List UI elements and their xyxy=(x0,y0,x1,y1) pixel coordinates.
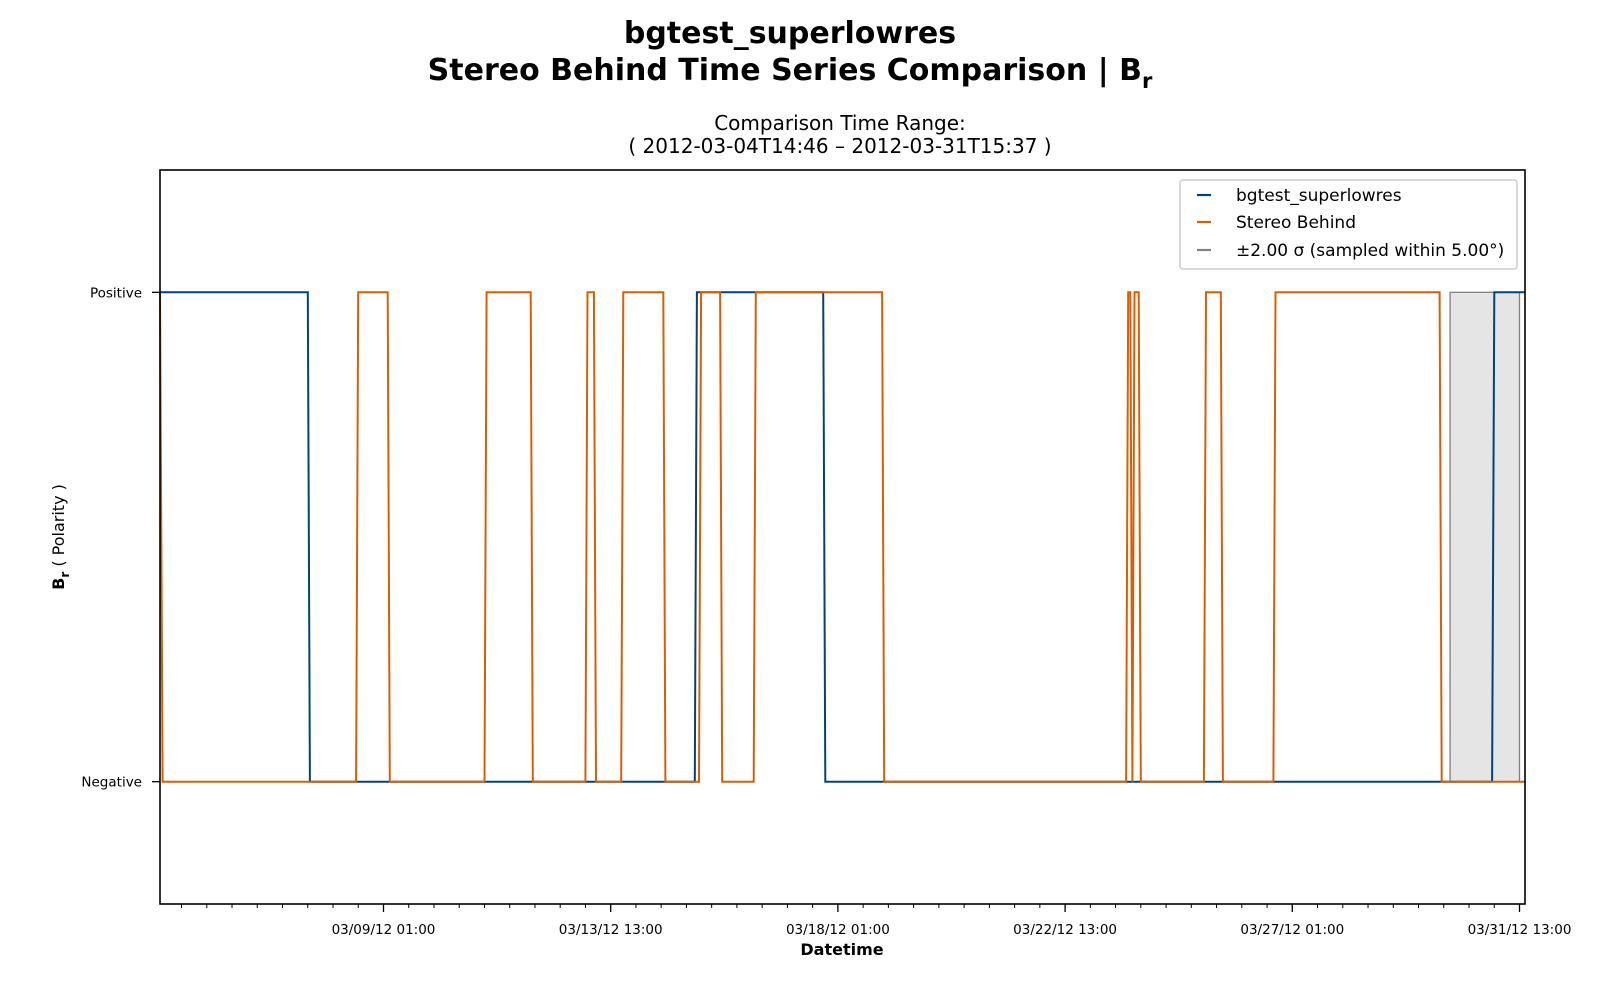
legend-label-sigma: ±2.00 σ (sampled within 5.00°) xyxy=(1236,241,1504,261)
series-line-bgtest-superlowres xyxy=(160,291,1525,783)
y-tick-label: Positive xyxy=(90,285,142,301)
chart-title-line2: Stereo Behind Time Series Comparison | B… xyxy=(428,53,1153,93)
series-line-stereo-behind xyxy=(159,291,1525,783)
x-tick-label: 03/22/12 13:00 xyxy=(1013,922,1117,938)
x-axis-label: Datetime xyxy=(800,940,883,959)
legend-box xyxy=(1179,179,1518,270)
x-tick-label: 03/27/12 01:00 xyxy=(1240,922,1344,938)
legend-label-stereo-behind: Stereo Behind xyxy=(1236,213,1356,233)
plot-frame xyxy=(159,169,1526,905)
x-tick-label: 03/09/12 01:00 xyxy=(332,922,436,938)
chart-subtitle-line2: ( 2012-03-04T14:46 – 2012-03-31T15:37 ) xyxy=(628,134,1051,158)
x-tick-label: 03/31/12 13:00 xyxy=(1468,922,1572,938)
sigma-band-layer xyxy=(1449,291,1521,783)
y-tick-label: Negative xyxy=(81,775,142,791)
legend: bgtest_superlowres Stereo Behind ±2.00 σ… xyxy=(1179,179,1518,270)
chart-title-line1: bgtest_superlowres xyxy=(624,16,956,51)
y-axis-ticks: Positive Negative xyxy=(81,285,160,791)
x-axis-ticks: 03/09/12 01:00 03/13/12 13:00 03/18/12 01:… xyxy=(181,904,1572,938)
series-layer xyxy=(159,291,1525,783)
sigma-band xyxy=(1449,291,1521,783)
y-axis-label: Br ( Polarity ) xyxy=(49,484,72,590)
plot-area: 03/09/12 01:00 03/13/12 13:00 03/18/12 01:… xyxy=(81,169,1572,938)
chart-subtitle-line1: Comparison Time Range: xyxy=(714,111,966,135)
x-tick-label: 03/18/12 01:00 xyxy=(786,922,890,938)
legend-label-bgtest: bgtest_superlowres xyxy=(1236,186,1402,206)
x-tick-label: 03/13/12 13:00 xyxy=(559,922,663,938)
